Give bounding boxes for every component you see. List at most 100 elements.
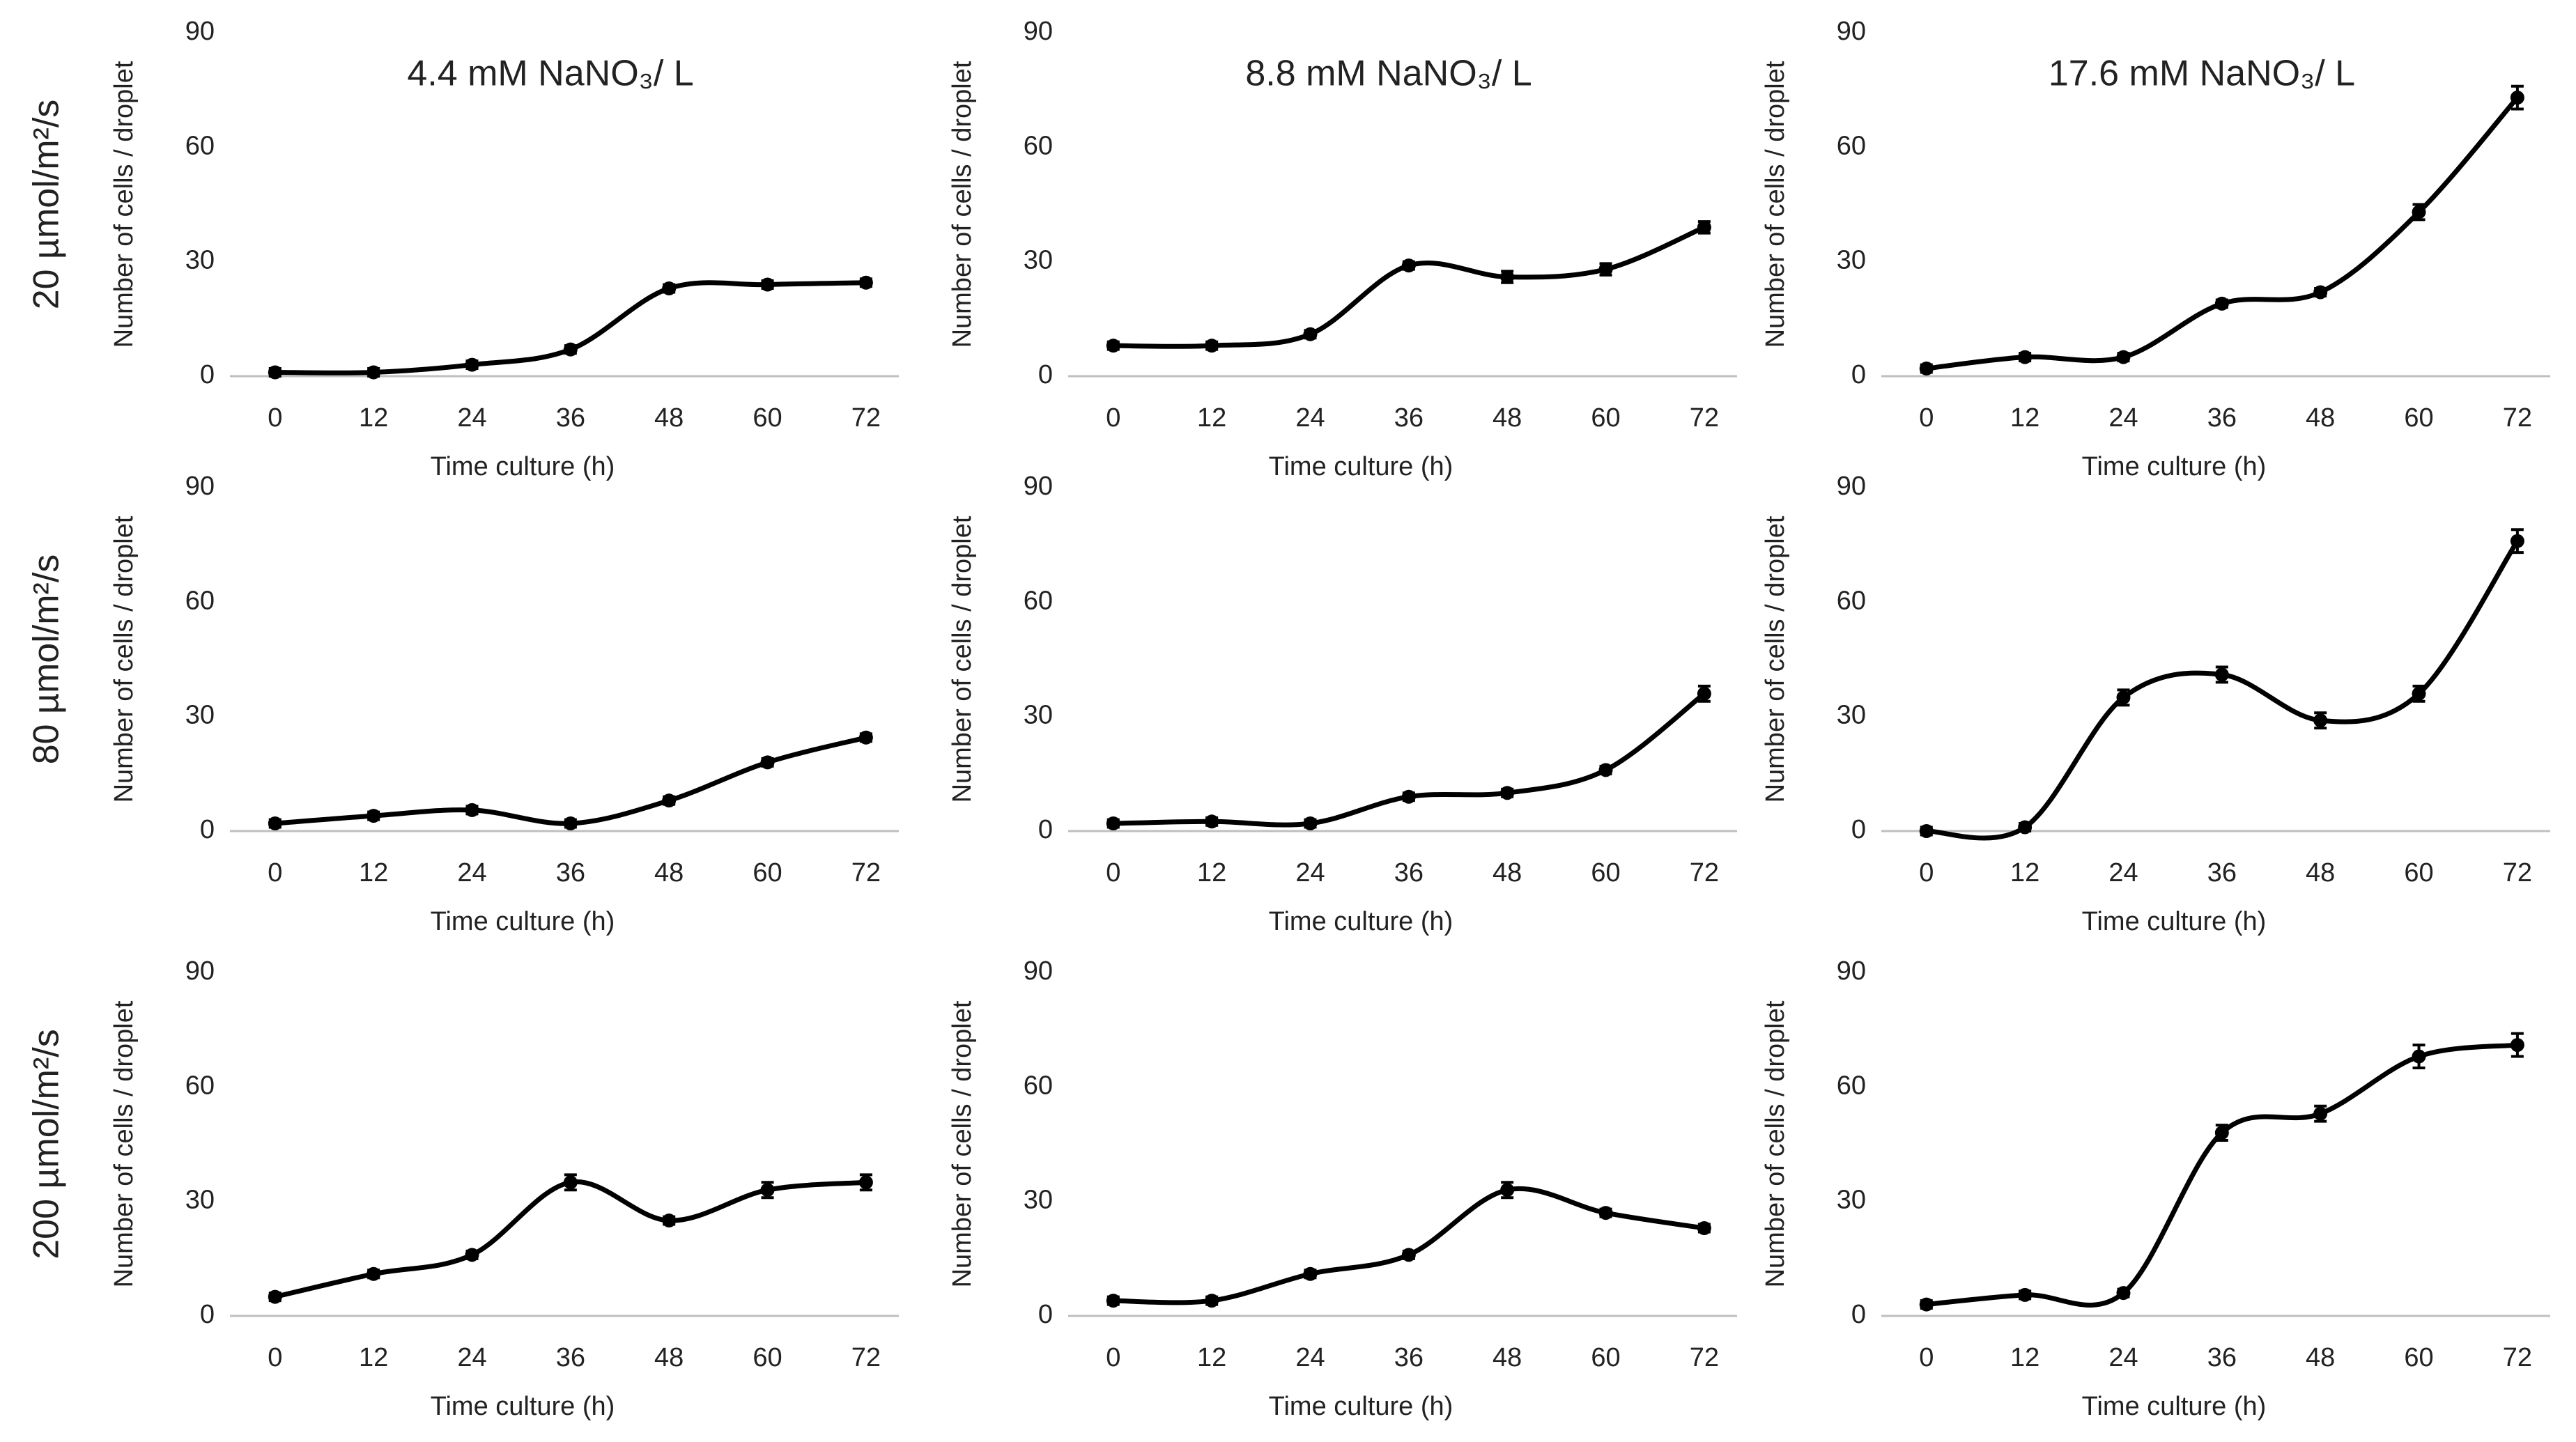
x-tick-label: 36 (1394, 858, 1424, 887)
x-axis-label: Time culture (h) (431, 907, 615, 936)
x-tick-label: 72 (2503, 403, 2532, 433)
data-point (662, 281, 677, 296)
data-point (1697, 686, 1711, 701)
y-tick-label: 60 (1837, 586, 1866, 615)
y-tick-label: 0 (200, 815, 215, 844)
x-tick-label: 72 (851, 1343, 881, 1372)
data-point (2510, 534, 2524, 548)
x-axis-label: Time culture (h) (2082, 1392, 2267, 1421)
data-point (760, 755, 775, 770)
x-axis-label: Time culture (h) (1269, 1392, 1453, 1421)
data-point (563, 1175, 578, 1190)
data-line (1113, 225, 1706, 349)
x-tick-label: 0 (1106, 858, 1120, 887)
x-tick-label: 48 (654, 403, 684, 433)
y-tick-label: 60 (1837, 1071, 1866, 1100)
y-tick-label: 0 (1851, 815, 1866, 844)
data-point (858, 1175, 873, 1190)
data-line (1926, 1042, 2518, 1308)
data-point (1106, 1294, 1120, 1308)
x-tick-label: 60 (1591, 1343, 1620, 1372)
data-point (1500, 270, 1515, 284)
data-point (662, 793, 677, 808)
x-tick-label: 24 (2108, 1343, 2138, 1372)
chart-panel: 0 30 60 90 0 12 24 36 48 60 72 Number of cells / dr… (109, 17, 899, 481)
x-tick-label: 36 (1394, 1343, 1424, 1372)
data-point (2214, 1126, 2229, 1140)
data-point (760, 1183, 775, 1197)
data-point (367, 1266, 381, 1281)
x-tick-label: 36 (2207, 858, 2237, 887)
x-axis-label: Time culture (h) (1269, 452, 1453, 481)
x-tick-label: 12 (1197, 1343, 1226, 1372)
x-tick-label: 60 (753, 1343, 782, 1372)
x-tick-label: 60 (1591, 858, 1620, 887)
data-line (1926, 539, 2520, 841)
x-tick-label: 72 (1690, 1343, 1719, 1372)
data-point (2214, 296, 2229, 311)
x-tick-label: 60 (1591, 403, 1620, 433)
chart-panel: 0 30 60 90 0 12 24 36 48 60 72 Number of cells / dr… (109, 472, 899, 936)
x-tick-label: 48 (654, 1343, 684, 1372)
y-tick-label: 0 (200, 1300, 215, 1329)
y-tick-label: 0 (1851, 360, 1866, 389)
y-tick-label: 60 (185, 131, 215, 160)
data-point (268, 1289, 282, 1304)
data-point (2510, 1038, 2524, 1053)
x-tick-label: 36 (1394, 403, 1424, 433)
data-point (2412, 686, 2426, 701)
y-tick-label: 0 (1038, 815, 1053, 844)
x-tick-label: 36 (2207, 403, 2237, 433)
data-line (275, 735, 867, 826)
y-tick-label: 90 (1837, 956, 1866, 986)
data-point (367, 809, 381, 823)
data-point (2116, 1286, 2131, 1301)
y-tick-label: 0 (1038, 360, 1053, 389)
chart-title: 17.6 mM NaNO₃/ L (2049, 54, 2355, 94)
chart-panel: 0 30 60 90 0 12 24 36 48 60 72 Number of cells / dr… (109, 956, 899, 1421)
y-tick-label: 60 (185, 586, 215, 615)
x-tick-label: 12 (2010, 858, 2039, 887)
data-point (2018, 350, 2033, 364)
x-axis-label: Time culture (h) (2082, 452, 2267, 481)
y-tick-label: 30 (1024, 1186, 1053, 1215)
x-tick-label: 0 (1919, 858, 1934, 887)
y-tick-label: 30 (1837, 1186, 1866, 1215)
y-tick-label: 30 (185, 246, 215, 275)
data-point (465, 1248, 479, 1262)
data-point (2116, 350, 2131, 364)
y-axis-label: Number of cells / droplet (1761, 515, 1790, 803)
data-point (1500, 786, 1515, 800)
data-point (1919, 1297, 1934, 1312)
data-point (2018, 1287, 2033, 1302)
data-line (1113, 1186, 1705, 1305)
data-point (268, 365, 282, 380)
data-point (2313, 285, 2328, 300)
data-point (2313, 1106, 2328, 1121)
data-point (662, 1214, 677, 1228)
data-point (268, 816, 282, 831)
data-point (1401, 258, 1416, 273)
y-axis-label: Number of cells / droplet (109, 1000, 139, 1287)
x-tick-label: 60 (2404, 1343, 2433, 1372)
data-point (2412, 1049, 2426, 1064)
data-point (1205, 814, 1219, 829)
y-tick-label: 90 (185, 17, 215, 46)
y-tick-label: 90 (1837, 472, 1866, 501)
x-tick-label: 48 (654, 858, 684, 887)
x-tick-label: 48 (1493, 1343, 1522, 1372)
data-line (1113, 692, 1706, 828)
chart-panel: 0 30 60 90 0 12 24 36 48 60 72 Number of cells / dr… (1761, 956, 2550, 1421)
data-point (760, 277, 775, 292)
y-tick-label: 30 (1837, 246, 1866, 275)
data-point (1919, 824, 1934, 838)
x-tick-label: 60 (753, 858, 782, 887)
chart-title: 8.8 mM NaNO₃/ L (1245, 54, 1532, 94)
data-point (1106, 816, 1120, 831)
x-tick-label: 12 (359, 403, 388, 433)
y-tick-label: 30 (1024, 246, 1053, 275)
data-point (1598, 763, 1613, 777)
data-point (465, 357, 479, 372)
y-axis-label: Number of cells / droplet (109, 61, 139, 348)
